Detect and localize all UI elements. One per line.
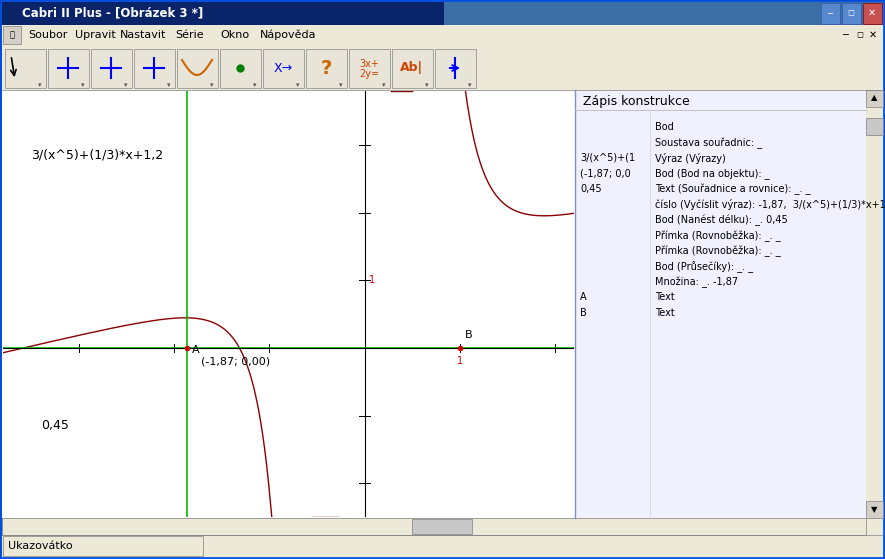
Bar [842, 3, 861, 24]
Text: Soustava souřadnic: _: Soustava souřadnic: _ [655, 138, 762, 149]
FancyBboxPatch shape [134, 49, 174, 88]
Text: ▾: ▾ [296, 82, 299, 88]
Text: ─: ─ [827, 8, 833, 17]
Text: Série: Série [175, 30, 204, 40]
Text: Bod (Bod na objektu): _: Bod (Bod na objektu): _ [655, 168, 770, 179]
Text: Okno: Okno [220, 30, 249, 40]
Text: Ukazovátko: Ukazovátko [8, 541, 73, 551]
Text: Zápis konstrukce: Zápis konstrukce [583, 96, 689, 108]
Text: ◻: ◻ [857, 31, 864, 40]
Text: ▲: ▲ [871, 93, 877, 102]
Bar [2, 45, 883, 90]
Bar [3, 26, 21, 44]
Bar [412, 519, 472, 534]
Text: ▾: ▾ [425, 82, 428, 88]
Text: ?: ? [320, 59, 332, 78]
FancyBboxPatch shape [349, 49, 389, 88]
Text: ▾: ▾ [468, 82, 472, 88]
Text: A: A [191, 345, 199, 356]
Text: číslo (Vyčíslit výraz): -1,87,  3/(x^5)+(1/3)*x+1,2: číslo (Vyčíslit výraz): -1,87, 3/(x^5)+(… [655, 200, 885, 211]
Text: Přímka (Rovnoběžka): _. _: Přímka (Rovnoběžka): _. _ [655, 246, 781, 257]
FancyBboxPatch shape [219, 49, 260, 88]
Bar [575, 90, 866, 518]
Text: Bod (Nanést délku): _. 0,45: Bod (Nanést délku): _. 0,45 [655, 215, 788, 226]
Text: B: B [465, 330, 473, 340]
Text: Množina: _. -1,87: Množina: _. -1,87 [655, 277, 738, 288]
Text: Soubor: Soubor [28, 30, 67, 40]
Text: Nápověda: Nápověda [260, 30, 317, 40]
Text: (-1,87; 0,0: (-1,87; 0,0 [580, 168, 631, 178]
Bar [866, 90, 883, 107]
Bar [2, 518, 866, 535]
Text: ▾: ▾ [253, 82, 257, 88]
Text: ▾: ▾ [382, 82, 386, 88]
FancyBboxPatch shape [305, 49, 347, 88]
Bar [866, 90, 883, 518]
Text: 3/(x^5)+(1/3)*x+1,2: 3/(x^5)+(1/3)*x+1,2 [32, 149, 164, 162]
Text: ◻: ◻ [848, 8, 855, 17]
Text: Cabri II Plus - [Obrázek 3 *]: Cabri II Plus - [Obrázek 3 *] [22, 7, 204, 20]
Text: A: A [580, 292, 587, 302]
Text: Upravit: Upravit [75, 30, 116, 40]
Bar [444, 2, 883, 25]
Text: 2y=: 2y= [359, 69, 379, 79]
Text: Přímka (Rovnoběžka): _. _: Přímka (Rovnoběžka): _. _ [655, 230, 781, 242]
FancyBboxPatch shape [90, 49, 132, 88]
Text: 1: 1 [457, 356, 463, 366]
FancyBboxPatch shape [263, 49, 304, 88]
Text: Bod (Průsečíky): _. _: Bod (Průsečíky): _. _ [655, 262, 753, 273]
FancyBboxPatch shape [4, 49, 45, 88]
Text: X→: X→ [273, 61, 293, 74]
FancyBboxPatch shape [48, 49, 88, 88]
Text: ▾: ▾ [339, 82, 342, 88]
Text: Ab|: Ab| [400, 61, 424, 74]
Text: ▼: ▼ [871, 505, 877, 514]
Bar [863, 3, 882, 24]
Bar [2, 25, 883, 45]
Text: ✕: ✕ [868, 8, 876, 18]
Text: 0,45: 0,45 [580, 184, 602, 194]
Text: ▾: ▾ [210, 82, 213, 88]
Text: 🖼: 🖼 [10, 31, 14, 40]
Bar [2, 535, 883, 557]
Text: Text (Souřadnice a rovnice): _. _: Text (Souřadnice a rovnice): _. _ [655, 184, 811, 196]
Bar [2, 2, 444, 25]
Text: ▾: ▾ [81, 82, 84, 88]
FancyBboxPatch shape [176, 49, 218, 88]
FancyBboxPatch shape [435, 49, 475, 88]
Text: 0,45: 0,45 [41, 419, 69, 432]
FancyBboxPatch shape [391, 49, 433, 88]
Bar [821, 3, 840, 24]
Text: B: B [580, 308, 587, 318]
Text: ▾: ▾ [167, 82, 171, 88]
Text: 3/(x^5)+(1: 3/(x^5)+(1 [580, 153, 635, 163]
Text: Výraz (Výrazy): Výraz (Výrazy) [655, 153, 726, 164]
Text: Text: Text [655, 308, 674, 318]
Text: Text: Text [655, 292, 674, 302]
Text: ▾: ▾ [124, 82, 127, 88]
Text: 1: 1 [369, 276, 375, 285]
Text: 3x+: 3x+ [359, 59, 379, 69]
Text: Bod: Bod [655, 122, 673, 132]
Text: ─: ─ [842, 30, 848, 40]
Bar [866, 118, 883, 135]
Text: ▾: ▾ [38, 82, 42, 88]
Text: (-1,87; 0,00): (-1,87; 0,00) [201, 357, 270, 367]
Bar [3, 536, 203, 556]
Bar [866, 501, 883, 518]
Text: Nastavit: Nastavit [120, 30, 166, 40]
Text: ✕: ✕ [869, 30, 877, 40]
Bar [2, 90, 575, 518]
